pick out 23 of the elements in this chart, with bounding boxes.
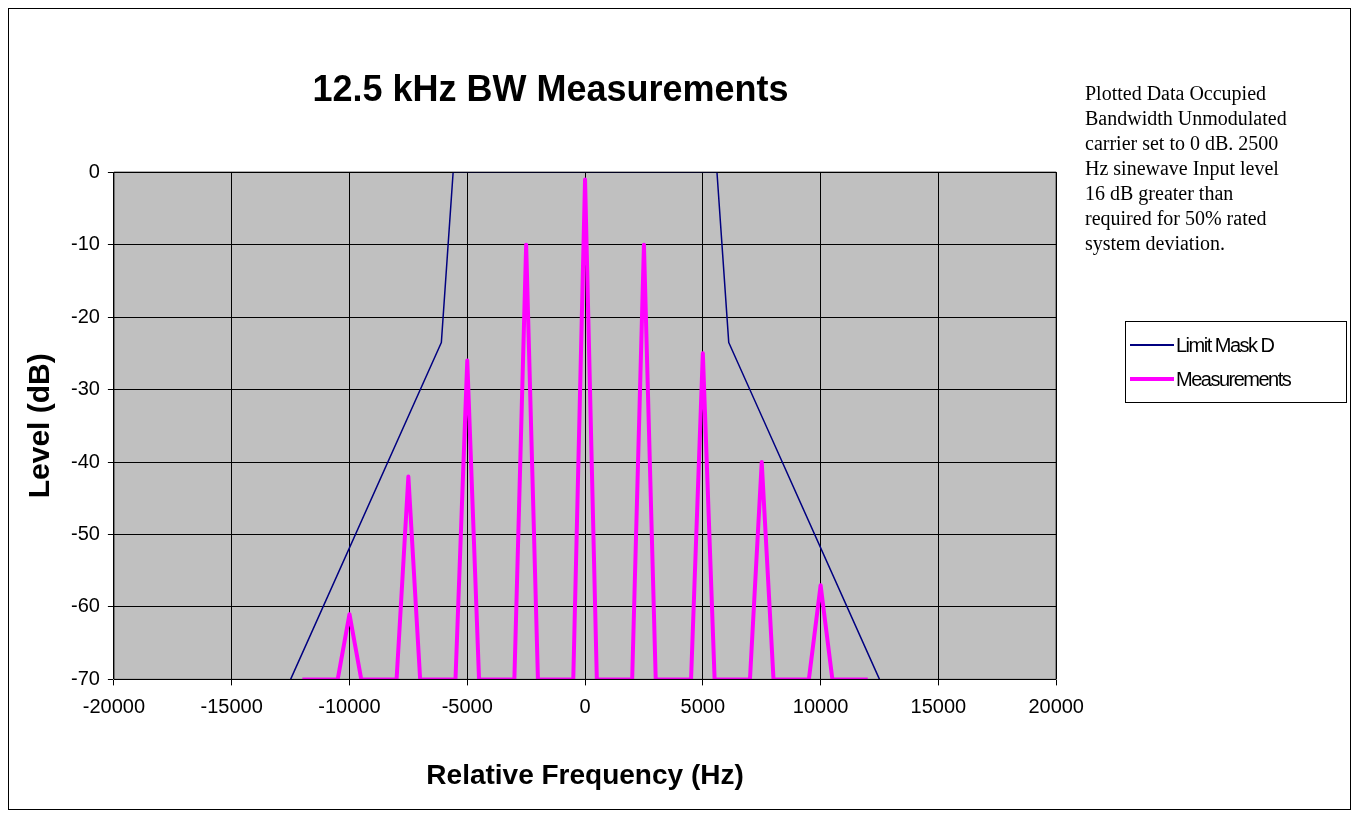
x-tick-label: -10000 — [318, 694, 381, 717]
text: Plotted Data Occupied Bandwidth Unmodulated carrier set to 0 dB. 2500 Hz sinewave Input level 16 dB greater than required for 50% rated system deviation. — [1085, 81, 1288, 256]
y-tick-label: -70 — [71, 666, 100, 689]
y-tick-label: -60 — [71, 594, 100, 617]
chart-title: 12.5 kHz BW Measurements — [312, 67, 789, 109]
y-tick-label: -20 — [71, 304, 100, 327]
x-tick-label: -20000 — [82, 694, 146, 717]
y-tick-label: -30 — [71, 377, 100, 400]
x-tick-label: -15000 — [200, 694, 263, 717]
x-tick-label: 0 — [579, 694, 591, 717]
y-tick-label: -40 — [71, 449, 100, 472]
y-tick-label: -10 — [71, 232, 100, 255]
x-tick-label: 15000 — [910, 694, 967, 717]
y-axis-title: Level (dB) — [22, 353, 56, 499]
x-axis-title: Relative Frequency (Hz) — [426, 758, 744, 790]
x-tick-label: 20000 — [1028, 694, 1084, 717]
y-tick-label: 0 — [88, 159, 100, 182]
legend-label: Limit Mask D — [1176, 333, 1274, 357]
x-tick-label: 5000 — [680, 694, 726, 717]
x-tick-label: -5000 — [441, 694, 493, 717]
y-tick-label: -50 — [71, 522, 100, 544]
legend-label: Measurements — [1176, 367, 1291, 391]
x-tick-label: 10000 — [792, 694, 849, 717]
